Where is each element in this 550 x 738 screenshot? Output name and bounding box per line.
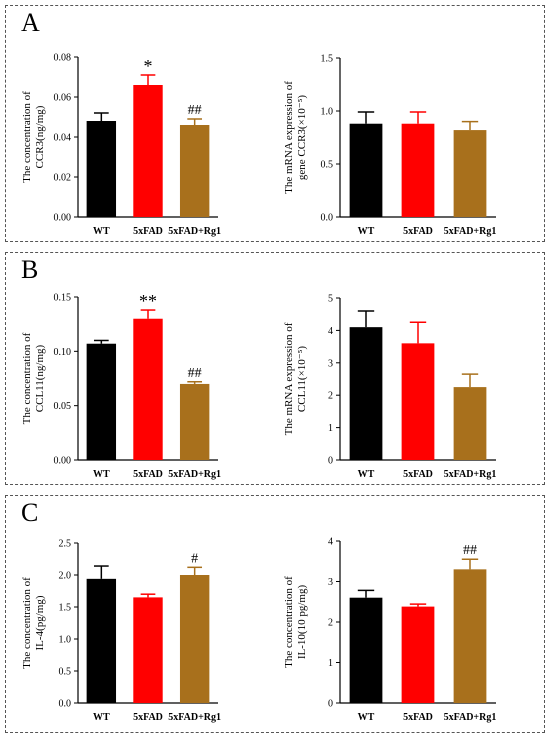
chart-6-y-label: The concentration of: [283, 576, 295, 668]
chart-1-y-tick-label: 0.04: [54, 133, 72, 144]
panel-b: B: [5, 252, 545, 485]
chart-5-y-tick-label: 2.5: [59, 539, 72, 550]
chart-3-bar: [133, 318, 163, 460]
chart-2-bar: [401, 123, 435, 217]
chart-3-y-label: The concentration of: [21, 332, 33, 424]
chart-3-y-label: CCL11(ng/mg): [34, 344, 46, 412]
panel-a: A: [5, 5, 545, 242]
chart-4-y-tick-label: 4: [328, 326, 333, 337]
chart-5-bar: [86, 578, 117, 703]
chart-6-bar: [453, 569, 487, 703]
chart-6-bar: [401, 606, 435, 703]
chart-1-x-tick-label: 5xFAD: [133, 226, 163, 237]
chart-2-bar: [453, 130, 487, 217]
chart-6-significance-mark: ##: [463, 543, 477, 558]
chart-3-significance-mark: **: [139, 291, 157, 311]
chart-5-x-tick-label: WT: [93, 712, 110, 723]
chart-4-bar: [453, 387, 487, 460]
chart-3-x-tick-label: 5xFAD+Rg1: [168, 469, 221, 480]
chart-5-x-tick-label: 5xFAD+Rg1: [168, 712, 221, 723]
panel-letter-c: C: [21, 498, 39, 527]
chart-3-x-tick-label: 5xFAD: [133, 469, 163, 480]
chart-5-y-tick-label: 2.0: [59, 571, 72, 582]
chart-1-y-tick-label: 0.08: [54, 53, 72, 64]
chart-4-y-tick-label: 2: [328, 391, 333, 402]
chart-4-y-label: CCL11(×10⁻⁵): [296, 346, 308, 412]
chart-6-y-tick-label: 1: [328, 658, 333, 669]
chart-4-bar: [401, 343, 435, 460]
chart-5-y-label: IL-4(pg/mg): [34, 595, 46, 650]
chart-6-y-tick-label: 4: [328, 537, 333, 548]
chart-3-y-tick-label: 0.05: [54, 401, 72, 412]
chart-6-y-tick-label: 0: [328, 699, 333, 710]
chart-1-y-label: CCR3(ng/mg): [34, 105, 46, 168]
chart-5-y-tick-label: 1.0: [59, 635, 72, 646]
chart-4-y-tick-label: 1: [328, 423, 333, 434]
chart-5-significance-mark: #: [191, 551, 198, 566]
panel-letter-a: A: [21, 8, 40, 37]
chart-5-x-tick-label: 5xFAD: [133, 712, 163, 723]
chart-1-bar: [133, 85, 163, 217]
panel-letter-b: B: [21, 255, 39, 284]
chart-5-y-label: The concentration of: [21, 577, 33, 669]
chart-4-y-label: The mRNA expression of: [283, 322, 295, 435]
chart-1-y-tick-label: 0.02: [54, 173, 72, 184]
chart-5-y-tick-label: 1.5: [59, 603, 72, 614]
chart-6-y-label: IL-10(10 pg/mg): [296, 585, 308, 660]
chart-2-y-tick-label: 1.5: [321, 54, 334, 65]
chart-1-y-label: The concentration of: [21, 91, 33, 183]
chart-3-y-tick-label: 0.15: [54, 293, 72, 304]
chart-3-significance-mark: ##: [188, 366, 202, 381]
chart-3-y-tick-label: 0.10: [54, 347, 72, 358]
chart-2-y-tick-label: 0.0: [321, 213, 334, 224]
chart-1-significance-mark: *: [144, 56, 153, 76]
chart-5-bar: [179, 575, 210, 703]
chart-1-significance-mark: ##: [188, 103, 202, 118]
chart-1-bar: [179, 125, 210, 217]
chart-2-bar: [349, 123, 383, 217]
chart-6-x-tick-label: 5xFAD: [403, 712, 433, 723]
chart-2-x-tick-label: WT: [358, 226, 375, 237]
panel-c: C: [5, 495, 545, 733]
chart-2-x-tick-label: 5xFAD: [403, 226, 433, 237]
chart-4-x-tick-label: WT: [358, 469, 375, 480]
chart-1-bar: [86, 121, 117, 217]
chart-3-bar: [86, 343, 117, 460]
chart-6-bar: [349, 597, 383, 703]
chart-1-y-tick-label: 0.00: [54, 213, 72, 224]
chart-2-y-tick-label: 0.5: [321, 160, 334, 171]
chart-6-x-tick-label: WT: [358, 712, 375, 723]
chart-3-bar: [179, 383, 210, 460]
chart-2-y-tick-label: 1.0: [321, 107, 334, 118]
chart-6-x-tick-label: 5xFAD+Rg1: [444, 712, 497, 723]
chart-4-x-tick-label: 5xFAD+Rg1: [444, 469, 497, 480]
chart-5-bar: [133, 597, 163, 703]
chart-4-y-tick-label: 3: [328, 358, 333, 369]
chart-4-bar: [349, 327, 383, 460]
chart-2-x-tick-label: 5xFAD+Rg1: [444, 226, 497, 237]
chart-1-x-tick-label: WT: [93, 226, 110, 237]
chart-5-y-tick-label: 0.0: [59, 699, 72, 710]
chart-6-y-tick-label: 2: [328, 618, 333, 629]
chart-2-y-label: gene CCR3(×10⁻⁵): [296, 95, 308, 181]
chart-1-y-tick-label: 0.06: [54, 93, 72, 104]
chart-4-y-tick-label: 0: [328, 456, 333, 467]
chart-3-y-tick-label: 0.00: [54, 456, 72, 467]
chart-6-y-tick-label: 3: [328, 577, 333, 588]
chart-5-y-tick-label: 0.5: [59, 667, 72, 678]
chart-1-x-tick-label: 5xFAD+Rg1: [168, 226, 221, 237]
chart-3-x-tick-label: WT: [93, 469, 110, 480]
chart-4-y-tick-label: 5: [328, 294, 333, 305]
chart-2-y-label: The mRNA expression of: [283, 81, 295, 194]
chart-4-x-tick-label: 5xFAD: [403, 469, 433, 480]
